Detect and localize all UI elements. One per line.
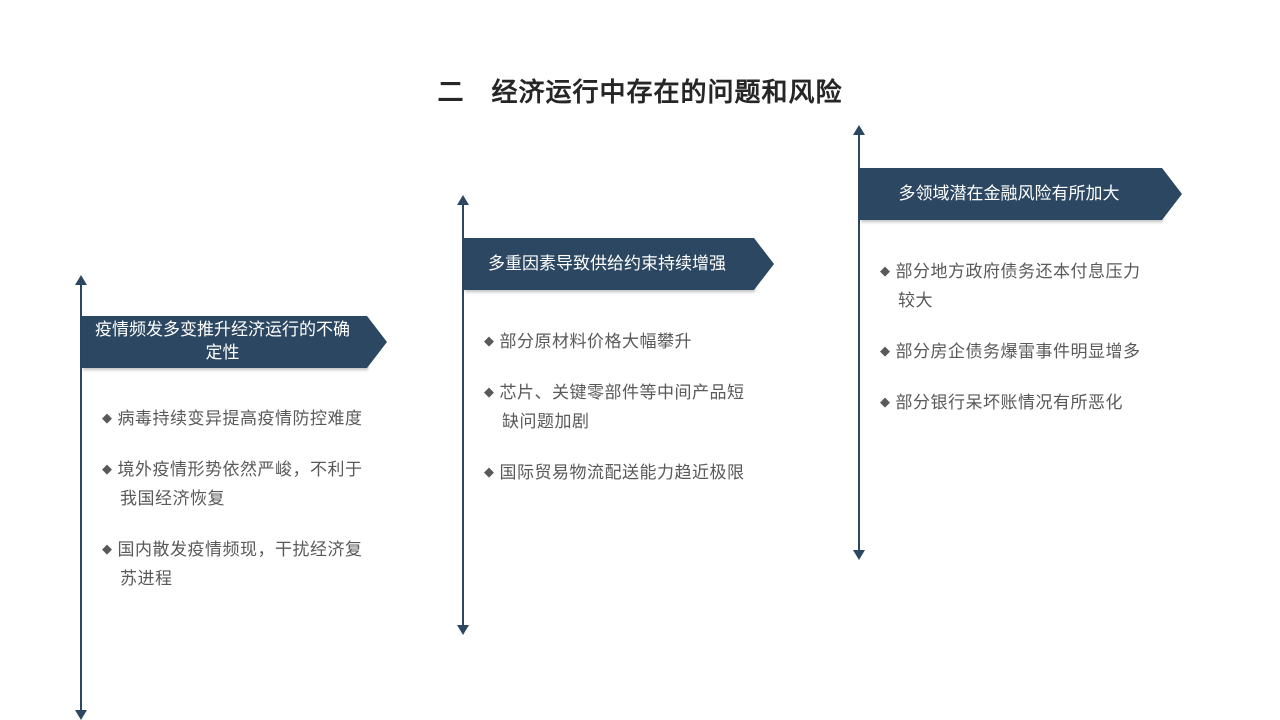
bullet-item: 部分地方政府债务还本付息压力较大 bbox=[880, 258, 1150, 316]
column-banner: 多重因素导致供给约束持续增强 bbox=[464, 238, 754, 290]
bullet-item: 部分原材料价格大幅攀升 bbox=[484, 328, 754, 357]
bullet-item: 国内散发疫情频现，干扰经济复苏进程 bbox=[102, 536, 372, 594]
bullet-item: 国际贸易物流配送能力趋近极限 bbox=[484, 459, 754, 488]
bullet-item: 病毒持续变异提高疫情防控难度 bbox=[102, 405, 372, 434]
column-bullets: 部分地方政府债务还本付息压力较大部分房企债务爆雷事件明显增多部分银行呆坏账情况有… bbox=[880, 258, 1150, 440]
bullet-item: 境外疫情形势依然严峻，不利于我国经济恢复 bbox=[102, 456, 372, 514]
bullet-item: 部分房企债务爆雷事件明显增多 bbox=[880, 338, 1150, 367]
column-banner: 多领域潜在金融风险有所加大 bbox=[860, 168, 1162, 220]
column-1: 多重因素导致供给约束持续增强部分原材料价格大幅攀升芯片、关键零部件等中间产品短缺… bbox=[462, 0, 777, 720]
bullet-item: 芯片、关键零部件等中间产品短缺问题加剧 bbox=[484, 379, 754, 437]
column-2: 多领域潜在金融风险有所加大部分地方政府债务还本付息压力较大部分房企债务爆雷事件明… bbox=[858, 0, 1173, 720]
bullet-item: 部分银行呆坏账情况有所恶化 bbox=[880, 389, 1150, 418]
column-bullets: 病毒持续变异提高疫情防控难度境外疫情形势依然严峻，不利于我国经济恢复国内散发疫情… bbox=[102, 405, 372, 615]
column-banner: 疫情频发多变推升经济运行的不确定性 bbox=[82, 316, 367, 368]
column-bullets: 部分原材料价格大幅攀升芯片、关键零部件等中间产品短缺问题加剧国际贸易物流配送能力… bbox=[484, 328, 754, 510]
column-0: 疫情频发多变推升经济运行的不确定性病毒持续变异提高疫情防控难度境外疫情形势依然严… bbox=[80, 0, 395, 720]
